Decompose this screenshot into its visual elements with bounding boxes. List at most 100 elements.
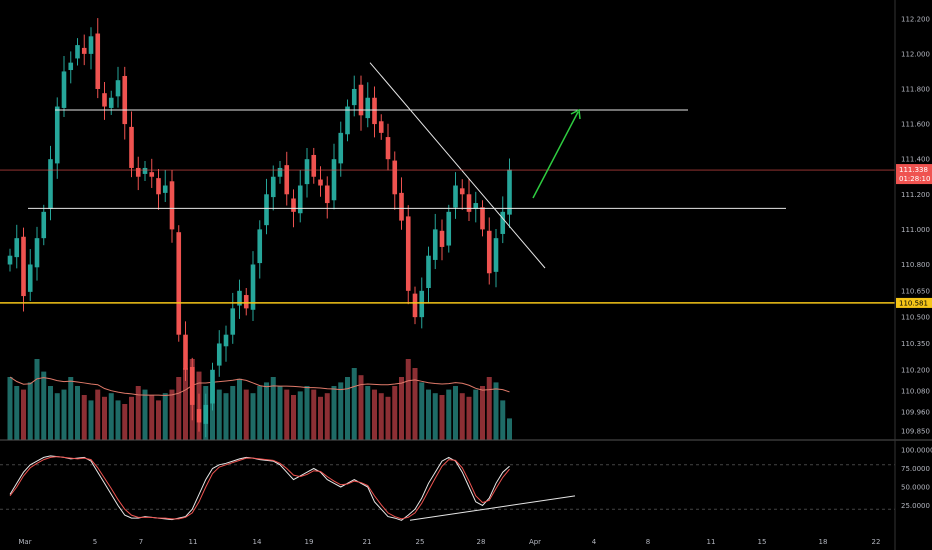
candle-body <box>95 33 101 89</box>
candle-body <box>88 36 94 54</box>
volume-bar <box>27 382 33 440</box>
price-tick-label: 112.200 <box>901 15 930 23</box>
time-tick-label: 14 <box>253 538 262 546</box>
candle-body <box>189 366 195 405</box>
price-tick-label: 111.200 <box>901 191 930 199</box>
candle-body <box>426 255 431 289</box>
volume-bar <box>176 377 182 440</box>
volume-bar <box>324 393 330 440</box>
candle-body <box>243 295 249 309</box>
volume-bar <box>453 386 458 440</box>
candle-body <box>129 126 134 168</box>
time-tick-label: 15 <box>758 538 767 546</box>
volume-bar <box>304 386 310 440</box>
volume-bar <box>149 395 155 440</box>
volume-bar <box>365 386 371 440</box>
volume-bar <box>297 391 303 440</box>
time-tick-label: 11 <box>707 538 716 546</box>
candle-body <box>493 238 499 272</box>
price-tick-label: 110.500 <box>901 314 930 322</box>
candle-body <box>419 290 425 318</box>
price-tick-label: 109.960 <box>901 408 930 416</box>
candle-body <box>270 176 276 198</box>
candle-body <box>459 188 465 195</box>
volume-bar <box>142 389 148 440</box>
candle-body <box>439 230 445 247</box>
candle-body <box>250 264 256 310</box>
volume-bar <box>95 389 101 440</box>
volume-bar <box>162 393 168 440</box>
time-tick-label: 7 <box>139 538 143 546</box>
price-tick-label: 109.850 <box>901 428 930 436</box>
time-axis[interactable]: Mar 5 7 11 14 19 21 25 28 Apr 4 8 11 15 18 22 <box>18 538 880 546</box>
volume-bar <box>264 382 269 440</box>
price-axis[interactable]: 112.200 112.000 111.800 111.600 111.400 111.2… <box>894 0 932 550</box>
candle-body <box>365 97 371 119</box>
candle-body <box>122 75 128 125</box>
candle-body <box>135 167 141 177</box>
volume-bar <box>7 377 13 440</box>
volume-bar <box>237 378 242 440</box>
candle-body <box>480 207 485 230</box>
candle-body <box>75 45 80 59</box>
volume-bar <box>270 377 276 440</box>
candle-body <box>203 404 209 424</box>
price-tick-label: 110.350 <box>901 340 930 348</box>
time-tick-label: 19 <box>305 538 314 546</box>
volume-bar <box>385 396 391 440</box>
candle-body <box>216 343 222 366</box>
candle-body <box>7 255 13 265</box>
volume-bar <box>392 386 398 440</box>
volume-bar <box>48 386 53 440</box>
candle-body <box>324 185 330 204</box>
volume-bar <box>216 389 222 440</box>
time-tick-label: Apr <box>529 538 541 546</box>
candle-body <box>183 334 188 370</box>
candle-body <box>41 211 47 239</box>
candle-body <box>115 80 121 97</box>
support-price-label: 110.581 <box>899 299 928 307</box>
volume-bar <box>88 400 94 440</box>
current-price-tag <box>896 164 932 185</box>
volume-bar <box>41 371 47 440</box>
volume-bar <box>426 389 431 440</box>
volume-bar <box>345 377 350 440</box>
candle-body <box>210 369 215 404</box>
volume-bars <box>7 359 512 440</box>
candle-body <box>412 293 418 318</box>
time-tick-label: 22 <box>872 538 881 546</box>
candle-body <box>405 216 411 291</box>
candle-body <box>27 264 33 292</box>
volume-bar <box>432 393 438 440</box>
volume-bar <box>61 389 67 440</box>
volume-bar <box>75 386 80 440</box>
volume-bar <box>34 359 40 440</box>
candle-body <box>311 154 317 177</box>
volume-bar <box>183 368 188 440</box>
candle-body <box>446 211 452 246</box>
price-tick-label: 110.080 <box>901 387 930 395</box>
volume-bar <box>230 386 236 440</box>
volume-bar <box>14 386 20 440</box>
candle-body <box>432 229 438 260</box>
oscillator-series-line <box>9 455 510 521</box>
candle-body <box>230 308 236 335</box>
price-tick-label: 110.200 <box>901 366 930 374</box>
price-tick-label: 111.400 <box>901 156 930 164</box>
candle-body <box>378 121 384 133</box>
candle-body <box>162 185 168 193</box>
volume-bar <box>81 395 87 440</box>
volume-bar <box>331 386 337 440</box>
volume-bar <box>277 386 283 440</box>
volume-bar <box>473 389 479 440</box>
candle-body <box>331 159 337 201</box>
candle-body <box>453 185 458 208</box>
candle-body <box>507 169 512 215</box>
price-tick-label: 111.600 <box>901 121 930 129</box>
volume-bar <box>446 389 452 440</box>
volume-bar <box>257 386 263 440</box>
candle-body <box>156 178 161 195</box>
oscillator-tick-label: 50.0000 <box>901 484 930 492</box>
volume-bar <box>115 400 121 440</box>
